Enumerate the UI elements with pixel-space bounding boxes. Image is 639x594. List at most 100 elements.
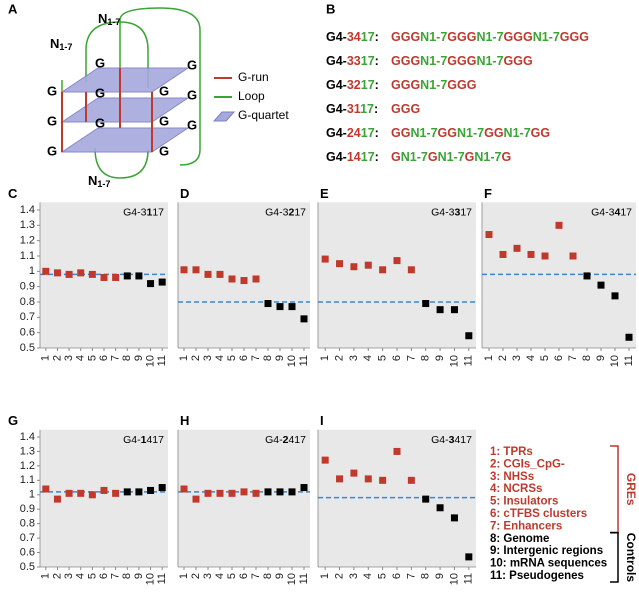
point: [465, 332, 473, 340]
x-tick-label: 4: [362, 355, 374, 361]
y-tick-label: 1.3: [20, 445, 35, 457]
point: [541, 252, 549, 260]
point: [53, 269, 61, 277]
point: [100, 273, 108, 281]
y-tick-label: 1.2: [20, 460, 35, 472]
x-tick-label: 10: [144, 573, 156, 585]
x-tick-label: 5: [86, 573, 98, 579]
x-tick-label: 1: [178, 573, 190, 579]
x-tick-label: 3: [202, 573, 214, 579]
point: [336, 260, 344, 268]
x-tick-label: 5: [226, 355, 238, 361]
point: [350, 263, 358, 271]
point: [135, 272, 143, 280]
plot-area: [178, 429, 310, 567]
point: [379, 476, 387, 484]
y-tick-label: 0.7: [20, 532, 35, 544]
point: [264, 300, 272, 308]
x-tick-label: 1: [483, 355, 495, 361]
y-tick-label: 1.1: [20, 474, 35, 486]
point: [611, 292, 619, 300]
x-tick-label: 2: [190, 573, 202, 579]
chart-title: G4-2417: [265, 434, 306, 446]
point: [450, 514, 458, 522]
x-tick-label: 5: [377, 573, 389, 579]
point: [264, 488, 272, 496]
g-label: G: [47, 113, 57, 128]
g-quartet: [60, 127, 190, 153]
y-tick-label: 0.9: [20, 281, 35, 293]
point: [597, 281, 605, 289]
chart-title: G4-3417: [431, 434, 472, 446]
motif-sequence: GN1-7GN1-7GN1-7G: [391, 150, 511, 164]
y-tick-label: 1: [29, 265, 35, 277]
plot-area: [318, 202, 476, 348]
legend-item: 3: NHSs: [490, 471, 534, 483]
point: [379, 266, 387, 274]
point: [583, 272, 591, 280]
x-tick-label: 6: [553, 355, 565, 361]
panel-label: F: [484, 186, 492, 201]
chart-title: G4-3317: [431, 206, 472, 218]
point: [569, 252, 577, 260]
x-tick-label: 11: [463, 573, 475, 584]
legend-label: G-run: [238, 70, 269, 84]
loop: [119, 7, 201, 166]
point: [228, 489, 236, 497]
point: [436, 306, 444, 314]
g-label: G: [95, 55, 105, 70]
point: [180, 266, 188, 274]
x-tick-label: 5: [377, 355, 389, 361]
point: [123, 272, 131, 280]
g-label: G: [95, 115, 105, 130]
y-tick-label: 0.7: [20, 311, 35, 323]
motif-label: G4-2417:: [326, 126, 379, 140]
legend-item: 4: NCRSs: [490, 483, 542, 495]
y-tick-label: 0.8: [20, 296, 35, 308]
x-tick-label: 4: [75, 355, 87, 361]
x-tick-label: 4: [75, 573, 87, 579]
x-tick-label: 2: [51, 355, 63, 361]
point: [321, 255, 329, 263]
x-tick-label: 8: [420, 355, 432, 361]
point: [407, 266, 415, 274]
g-label: G: [159, 143, 169, 158]
x-tick-label: 4: [214, 573, 226, 579]
panel-label: C: [8, 186, 18, 201]
x-tick-label: 3: [63, 573, 75, 579]
y-tick-label: 1.4: [20, 431, 35, 443]
x-tick-label: 11: [623, 355, 635, 366]
point: [192, 495, 200, 503]
g-label: G: [187, 117, 197, 132]
x-tick-label: 1: [178, 355, 190, 361]
x-tick-label: 9: [595, 355, 607, 361]
panel-label: B: [326, 1, 335, 16]
legend-swatch: [212, 111, 236, 122]
g-label: G: [187, 87, 197, 102]
chart-title: G4-3117: [123, 206, 164, 218]
motif-sequence: GGGN1-7GGG: [391, 78, 476, 92]
y-tick-label: 1.1: [20, 250, 35, 262]
plot-area: [40, 429, 168, 567]
point: [147, 486, 155, 494]
panel-label: G: [8, 413, 18, 428]
point: [88, 491, 96, 499]
point: [407, 476, 415, 484]
x-tick-label: 8: [420, 573, 432, 579]
point: [42, 485, 50, 493]
x-tick-label: 10: [609, 355, 621, 367]
point: [112, 273, 120, 281]
x-tick-label: 10: [448, 573, 460, 585]
x-tick-label: 3: [202, 355, 214, 361]
x-tick-label: 8: [262, 573, 274, 579]
g-label: G: [95, 85, 105, 100]
x-tick-label: 9: [274, 573, 286, 579]
point: [88, 270, 96, 278]
x-tick-label: 10: [144, 355, 156, 367]
group-label: Controls: [624, 533, 638, 583]
point: [192, 266, 200, 274]
point: [300, 315, 308, 323]
point: [436, 504, 444, 512]
point: [158, 484, 166, 492]
